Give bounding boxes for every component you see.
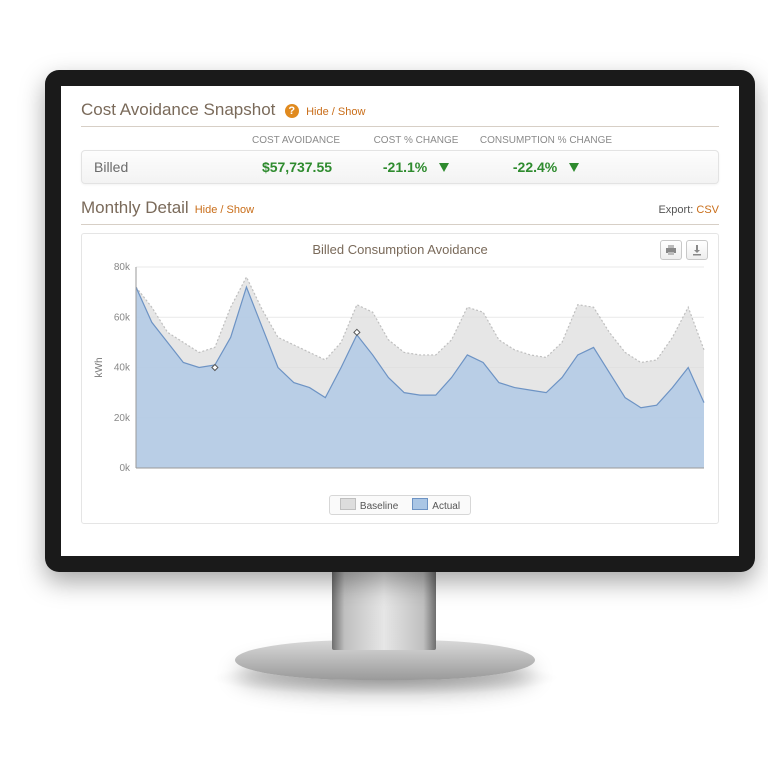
snapshot-header: Cost Avoidance Snapshot ? Hide / Show — [81, 100, 719, 122]
chart-container: Billed Consumption Avoidance 0k 20k 40k 60k… — [81, 233, 719, 524]
monitor-frame: Cost Avoidance Snapshot ? Hide / Show CO… — [45, 70, 755, 572]
arrow-down-icon — [567, 160, 581, 174]
download-icon — [691, 244, 703, 256]
export-label: Export: CSV — [658, 204, 719, 216]
consumption-chart: 0k 20k 40k 60k 80k kWh — [90, 261, 710, 486]
snapshot-row-billed: Billed $57,737.55 -21.1% -22.4% — [81, 150, 719, 184]
divider — [81, 126, 719, 127]
svg-text:60k: 60k — [114, 312, 131, 323]
col-cost-pct: COST % CHANGE — [361, 135, 471, 146]
svg-text:20k: 20k — [114, 413, 131, 424]
svg-text:40k: 40k — [114, 363, 131, 374]
col-cost-avoidance: COST AVOIDANCE — [231, 135, 361, 146]
value-consumption-pct: -22.4% — [472, 159, 622, 175]
chart-title: Billed Consumption Avoidance — [90, 242, 710, 257]
snapshot-title: Cost Avoidance Snapshot — [81, 100, 275, 120]
print-button[interactable] — [660, 240, 682, 260]
value-cost-avoidance: $57,737.55 — [232, 159, 362, 175]
arrow-down-icon — [437, 160, 451, 174]
row-label: Billed — [94, 159, 232, 175]
detail-toggle-link[interactable]: Hide / Show — [195, 204, 254, 216]
chart-legend: Baseline Actual — [329, 495, 471, 515]
detail-title: Monthly Detail — [81, 198, 189, 218]
legend-baseline: Baseline — [340, 498, 398, 512]
svg-text:80k: 80k — [114, 262, 131, 273]
dashboard-screen: Cost Avoidance Snapshot ? Hide / Show CO… — [61, 86, 739, 556]
divider — [81, 224, 719, 225]
print-icon — [665, 244, 677, 256]
snapshot-column-headers: COST AVOIDANCE COST % CHANGE CONSUMPTION… — [81, 135, 719, 146]
svg-text:0k: 0k — [119, 463, 131, 474]
svg-text:kWh: kWh — [94, 358, 105, 378]
download-button[interactable] — [686, 240, 708, 260]
snapshot-toggle-link[interactable]: Hide / Show — [306, 106, 365, 118]
legend-actual: Actual — [412, 498, 460, 512]
help-icon[interactable]: ? — [285, 104, 299, 118]
export-csv-link[interactable]: CSV — [696, 204, 719, 216]
value-cost-pct: -21.1% — [362, 159, 472, 175]
col-consumption-pct: CONSUMPTION % CHANGE — [471, 135, 621, 146]
